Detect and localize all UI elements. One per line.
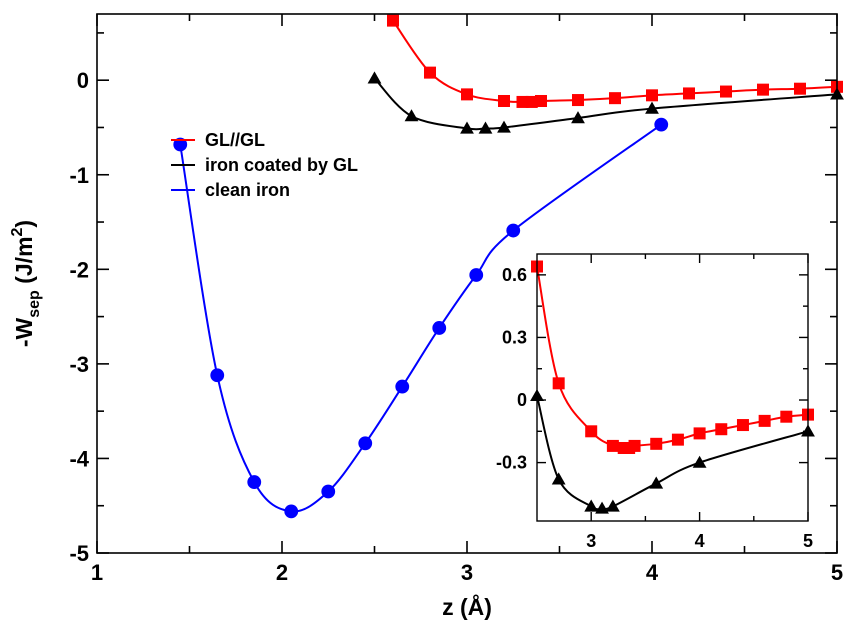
main-y-tick-label: -2 bbox=[69, 257, 89, 282]
inset-plot-frame bbox=[536, 253, 809, 522]
data-point-circle bbox=[395, 379, 410, 394]
data-point-triangle bbox=[645, 101, 659, 114]
data-point-square bbox=[424, 66, 436, 79]
main-y-tick-label: -4 bbox=[69, 446, 89, 471]
inset-background bbox=[537, 254, 808, 521]
data-point-square bbox=[671, 433, 684, 446]
inset-x-tick-label: 5 bbox=[803, 531, 813, 551]
inset-x-tick-label: 3 bbox=[586, 531, 596, 551]
main-y-tick-label: -1 bbox=[69, 163, 89, 188]
data-point-square bbox=[757, 83, 769, 96]
data-point-triangle bbox=[551, 472, 566, 485]
data-point-triangle bbox=[692, 455, 707, 468]
data-point-triangle bbox=[571, 111, 585, 124]
data-point-circle bbox=[469, 268, 484, 282]
data-point-square bbox=[572, 94, 584, 107]
data-point-square bbox=[498, 94, 510, 107]
data-point-circle bbox=[247, 475, 262, 489]
data-point-circle bbox=[321, 484, 336, 499]
main-x-tick-label: 2 bbox=[276, 560, 288, 585]
data-point-square bbox=[552, 377, 565, 390]
inset-x-tick-label: 4 bbox=[695, 531, 705, 551]
main-y-tick-label: -3 bbox=[69, 352, 89, 377]
data-point-triangle bbox=[584, 499, 599, 512]
legend-label-0: GL//GL bbox=[205, 130, 265, 150]
data-point-square bbox=[628, 439, 641, 452]
data-point-triangle bbox=[367, 71, 382, 84]
data-point-circle bbox=[284, 504, 299, 519]
main-x-tick-label: 5 bbox=[831, 560, 843, 585]
legend: GL//GL iron coated by GL clean iron bbox=[171, 130, 358, 200]
data-point-square bbox=[609, 92, 621, 105]
data-point-square bbox=[650, 437, 663, 450]
inset-y-tick-label: 0 bbox=[517, 390, 527, 410]
data-point-square bbox=[715, 423, 728, 436]
data-point-circle bbox=[210, 368, 225, 383]
data-point-circle bbox=[432, 321, 447, 335]
legend-label-1: iron coated by GL bbox=[205, 155, 358, 175]
data-point-square bbox=[606, 439, 619, 452]
data-point-square bbox=[794, 82, 806, 95]
data-point-triangle bbox=[460, 121, 474, 134]
data-point-square bbox=[535, 94, 547, 107]
data-point-square bbox=[461, 88, 473, 101]
data-point-circle bbox=[506, 223, 521, 238]
data-point-triangle bbox=[497, 120, 511, 133]
main-x-tick-label: 4 bbox=[646, 560, 659, 585]
data-point-square bbox=[758, 414, 771, 427]
data-point-triangle bbox=[649, 476, 664, 489]
y-axis-label: -Wsep (J/m2) bbox=[9, 220, 43, 347]
main-x-tick-label: 1 bbox=[91, 560, 103, 585]
data-point-square bbox=[585, 425, 598, 438]
data-point-square bbox=[516, 95, 529, 108]
data-point-square bbox=[780, 410, 793, 423]
main-x-tick-label: 3 bbox=[461, 560, 473, 585]
data-point-triangle bbox=[404, 109, 419, 122]
data-point-square bbox=[736, 419, 749, 432]
data-point-circle bbox=[358, 436, 373, 451]
data-point-square bbox=[720, 85, 732, 98]
inset-plot: 3 4 5 -0.3 0 0.3 0.6 bbox=[496, 253, 815, 551]
data-point-triangle bbox=[595, 501, 609, 514]
inset-y-tick-label: -0.3 bbox=[496, 453, 527, 473]
data-point-square bbox=[693, 427, 706, 440]
inset-y-tick-label: 0.3 bbox=[502, 327, 527, 347]
data-point-circle bbox=[173, 137, 188, 152]
data-point-triangle bbox=[605, 499, 620, 512]
legend-label-2: clean iron bbox=[205, 180, 290, 200]
data-point-square bbox=[646, 89, 658, 102]
inset-y-tick-label: 0.6 bbox=[502, 265, 527, 285]
data-point-triangle bbox=[478, 121, 493, 134]
main-y-tick-label: -5 bbox=[69, 541, 89, 566]
x-axis-label: z (Å) bbox=[442, 593, 492, 620]
data-point-square bbox=[525, 95, 538, 108]
data-point-square bbox=[387, 14, 399, 27]
main-y-tick-label: 0 bbox=[77, 68, 89, 93]
data-point-square bbox=[683, 87, 695, 100]
data-point-circle bbox=[654, 117, 669, 132]
